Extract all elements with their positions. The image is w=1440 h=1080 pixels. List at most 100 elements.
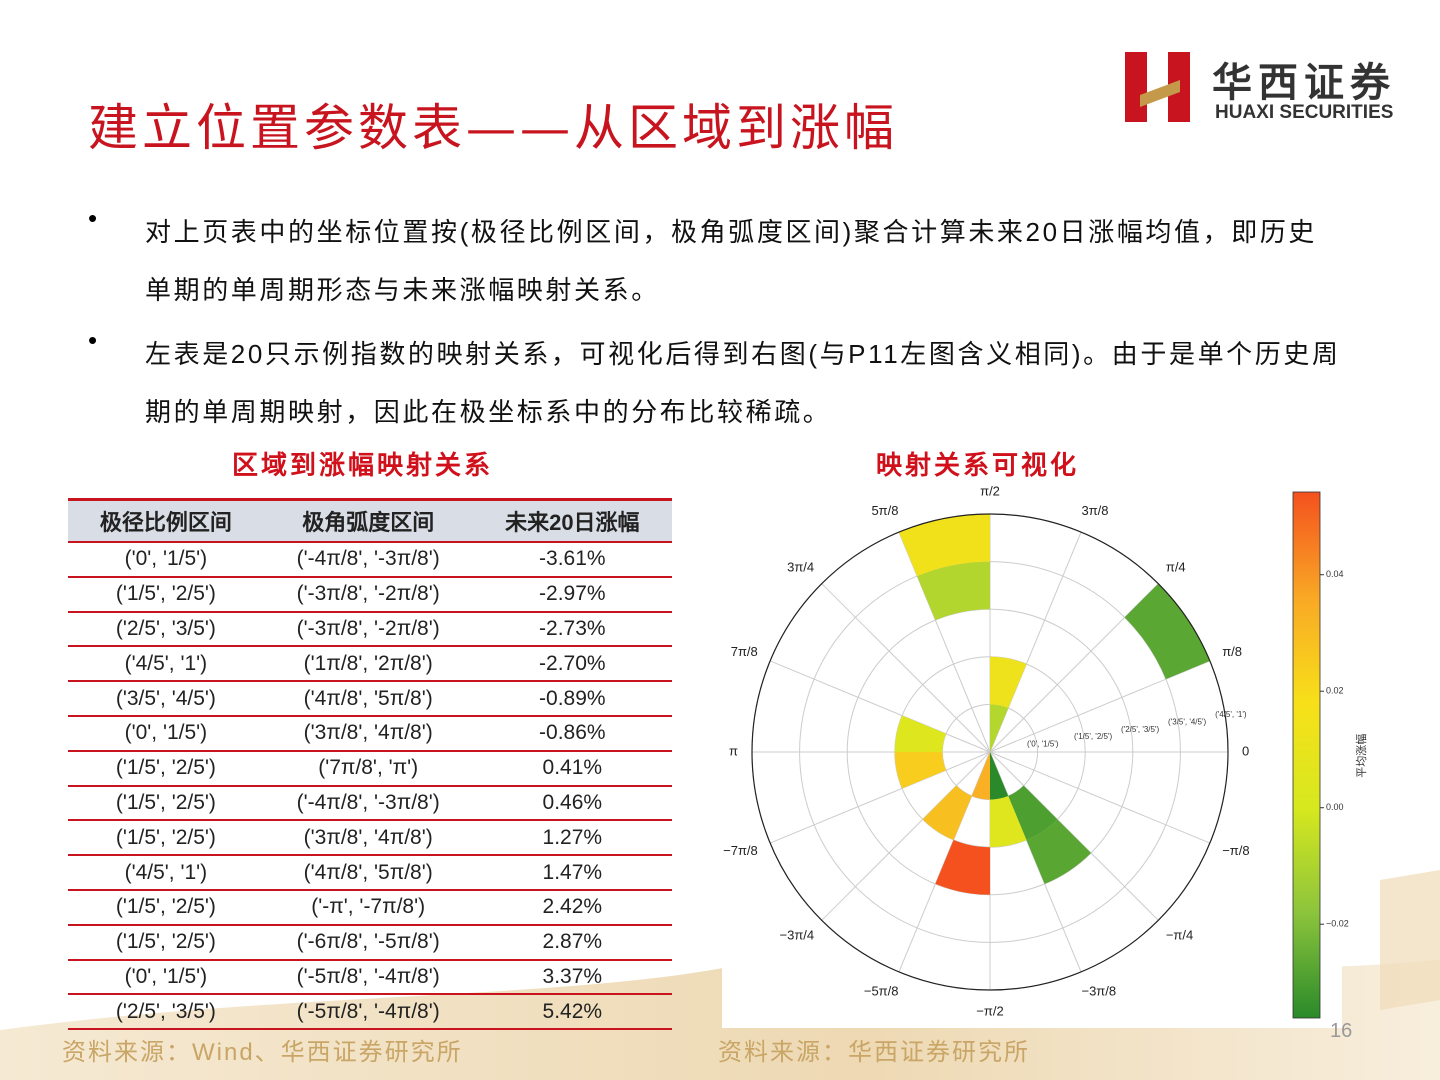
table: 极径比例区间 极角弧度区间 未来20日涨幅 ('0', '1/5') ('-4π/8',… [68, 498, 672, 1031]
slide-title: 建立位置参数表——从区域到涨幅 [88, 99, 898, 157]
cell: -0.86% [472, 715, 672, 752]
sector [894, 715, 947, 752]
angle-label: −3π/8 [1081, 984, 1116, 999]
sector [1026, 819, 1091, 884]
header-row: 极径比例区间 极角弧度区间 未来20日涨幅 [68, 498, 672, 543]
grid-spoke [989, 751, 1211, 844]
cell: -2.73% [472, 611, 672, 648]
angle-label: π/2 [980, 483, 1000, 498]
sector [917, 561, 990, 621]
cell: ('1/5', '2/5') [68, 750, 264, 787]
cell: ('3π/8', '4π/8') [263, 715, 473, 752]
angle-label: 7π/8 [731, 644, 758, 659]
cell: ('-π', '-7π/8') [263, 889, 473, 926]
sector [990, 704, 1009, 752]
cell: ('-4π/8', '-3π/8') [263, 785, 473, 822]
cell: 1.27% [472, 820, 672, 857]
bullet-dot: • [88, 325, 98, 355]
sector [990, 752, 1009, 800]
grid-spoke [769, 751, 991, 844]
radial-label: ('2/5', '3/5') [1121, 725, 1159, 734]
table-row: ('4/5', '1') ('4π/8', '5π/8') 1.47% [68, 855, 672, 891]
table-row: ('1/5', '2/5') ('-4π/8', '-3π/8') 0.46% [68, 785, 672, 822]
bullet-dot: • [88, 203, 98, 233]
polar-frame [751, 513, 1229, 991]
colorbar-tick-label: −0.02 [1326, 919, 1349, 929]
angle-label: π/8 [1222, 644, 1242, 659]
cell: ('1/5', '2/5') [68, 785, 264, 822]
cell: ('4/5', '1') [68, 855, 264, 891]
cell: ('-6π/8', '-5π/8') [263, 924, 473, 961]
column-header: 未来20日涨幅 [472, 498, 672, 543]
logo-en: HUAXI SECURITIES [1215, 102, 1394, 123]
cell: ('1/5', '2/5') [68, 889, 264, 926]
angle-label: −π/8 [1222, 843, 1249, 858]
sector [990, 656, 1027, 709]
source-note: 资料来源：Wind、华西证券研究所 [62, 1039, 463, 1066]
radial-label: ('0', '1/5') [1027, 740, 1059, 749]
angle-label: −π/4 [1166, 927, 1193, 942]
cell: 1.47% [472, 855, 672, 891]
angle-label: −π/2 [976, 1003, 1003, 1018]
table-row: ('1/5', '2/5') ('3π/8', '4π/8') 1.27% [68, 820, 672, 857]
colorbar [1292, 491, 1321, 1019]
angle-label: 3π/4 [787, 560, 814, 575]
sector [935, 839, 990, 895]
sector [1124, 583, 1210, 680]
sector [971, 752, 990, 800]
table-row: ('2/5', '3/5') ('-3π/8', '-2π/8') -2.73% [68, 611, 672, 648]
table-title: 区域到涨幅映射关系 [232, 450, 494, 480]
cell: ('0', '1/5') [68, 542, 264, 578]
cell: -0.89% [472, 681, 672, 717]
logo-mark [1125, 52, 1190, 122]
angle-label: 3π/8 [1081, 503, 1108, 518]
cell: ('7π/8', 'π') [263, 750, 473, 787]
cell: 2.42% [472, 889, 672, 926]
angle-label: −5π/8 [864, 984, 899, 999]
sector [990, 795, 1027, 848]
bullet-text: 对上页表中的坐标位置按(极径比例区间，极角弧度区间)聚合计算未来20日涨幅均值，… [145, 217, 1318, 305]
sector [922, 785, 972, 840]
cell: 5.42% [472, 994, 672, 1031]
cell: ('3/5', '4/5') [68, 681, 264, 717]
cell: 0.46% [472, 785, 672, 822]
cell: ('4π/8', '5π/8') [263, 681, 473, 717]
colorbar-tick-label: 0.00 [1326, 802, 1344, 812]
cell: ('-5π/8', '-4π/8') [263, 994, 473, 1031]
cell: ('4/5', '1') [68, 646, 264, 683]
colorbar-tick-label: 0.04 [1326, 569, 1344, 579]
sector [1008, 785, 1058, 840]
sector [898, 514, 990, 577]
cell: ('2/5', '3/5') [68, 611, 264, 648]
angle-label: 5π/8 [871, 503, 898, 518]
radial-label: ('3/5', '4/5') [1168, 717, 1206, 726]
bullet-text: 左表是20只示例指数的映射关系，可视化后得到右图(与P11左图含义相同)。由于是… [145, 339, 1341, 427]
cell: -2.70% [472, 646, 672, 683]
angle-label: π/4 [1166, 560, 1186, 575]
cell: ('4π/8', '5π/8') [263, 855, 473, 891]
table-row: ('2/5', '3/5') ('-5π/8', '-4π/8') 5.42% [68, 994, 672, 1031]
grid-spoke [989, 751, 1159, 921]
cell: ('2/5', '3/5') [68, 994, 264, 1031]
cell: 3.37% [472, 959, 672, 996]
decor-block [1380, 870, 1440, 1010]
cell: ('3π/8', '4π/8') [263, 820, 473, 857]
colorbar-tick-label: 0.02 [1326, 686, 1344, 696]
cell: ('1/5', '2/5') [68, 820, 264, 857]
grid-spoke [898, 531, 991, 753]
column-header: 极角弧度区间 [263, 498, 473, 543]
table-row: ('3/5', '4/5') ('4π/8', '5π/8') -0.89% [68, 681, 672, 717]
page-number: 16 [1330, 1020, 1353, 1042]
sector [894, 752, 947, 789]
column-header: 极径比例区间 [68, 498, 264, 543]
cell: ('-3π/8', '-2π/8') [263, 611, 473, 648]
source-note: 资料来源：华西证券研究所 [718, 1039, 1030, 1066]
cell: 0.41% [472, 750, 672, 787]
table-row: ('0', '1/5') ('3π/8', '4π/8') -0.86% [68, 715, 672, 752]
radial-label: ('4/5', '1') [1215, 710, 1247, 719]
cell: ('-5π/8', '-4π/8') [263, 959, 473, 996]
table-row: ('1/5', '2/5') ('-6π/8', '-5π/8') 2.87% [68, 924, 672, 961]
cell: ('1π/8', '2π/8') [263, 646, 473, 683]
